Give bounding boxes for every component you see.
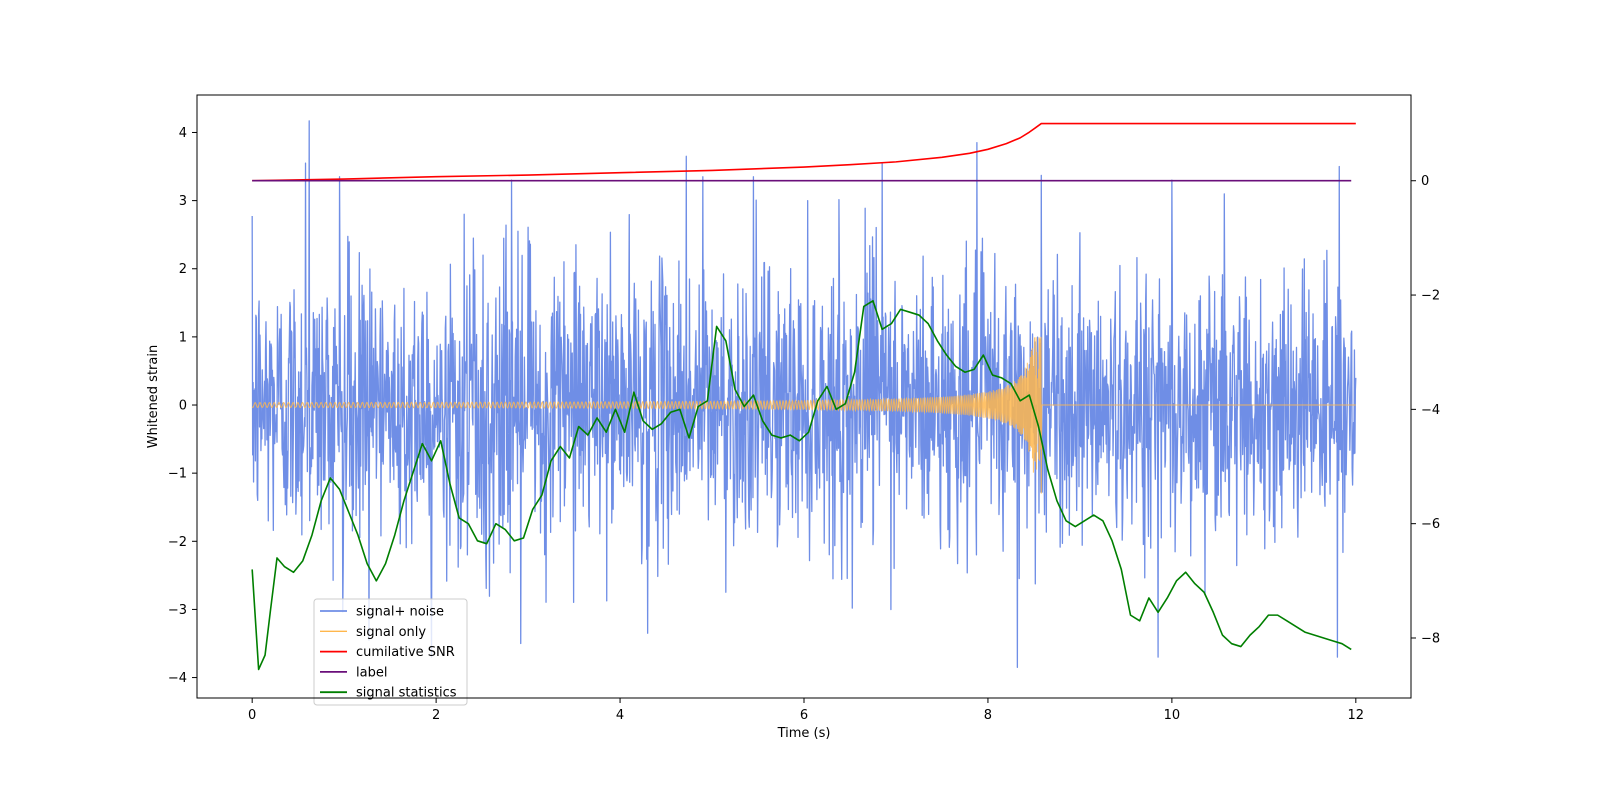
- legend-entry: signal only: [356, 625, 426, 640]
- series-signal-only: [251, 336, 1356, 494]
- y-tick-label: 2: [179, 262, 187, 277]
- x-tick-label: 4: [616, 708, 624, 723]
- legend-box: [313, 598, 468, 706]
- y-tick-label: −4: [168, 671, 187, 686]
- y2-tick-label: −2: [1421, 289, 1440, 304]
- legend-entry: signal+ noise: [356, 605, 444, 620]
- y-tick-label: 3: [179, 194, 187, 209]
- series-signal-statistics: [251, 299, 1352, 671]
- x-tick-label: 10: [1164, 708, 1181, 723]
- legend-entry: cumilative SNR: [356, 645, 455, 660]
- x-axis-label: Time (s): [777, 726, 831, 741]
- legend-entry: signal statistics: [356, 686, 457, 701]
- y-tick-label: −1: [168, 467, 187, 482]
- y2-tick-label: −8: [1421, 631, 1440, 646]
- y2-tick-label: 0: [1421, 174, 1429, 189]
- y-axis-left: −4 −3 −2 −1 0 1 2 3 4: [168, 126, 197, 686]
- y2-tick-label: −4: [1421, 403, 1440, 418]
- x-tick-label: 6: [800, 708, 808, 723]
- y-tick-label: 0: [179, 399, 187, 414]
- x-tick-label: 8: [984, 708, 992, 723]
- series-layer: [251, 120, 1357, 671]
- legend-entry: label: [356, 665, 387, 680]
- y-tick-label: −3: [168, 603, 187, 618]
- y-tick-label: −2: [168, 535, 187, 550]
- x-tick-label: 0: [248, 708, 256, 723]
- y-axis-right: −8 −6 −4 −2 0: [1411, 174, 1440, 646]
- y2-tick-label: −6: [1421, 517, 1440, 532]
- y-axis-label: Whitened strain: [146, 345, 161, 448]
- x-tick-label: 2: [432, 708, 440, 723]
- series-cumulative-snr: [252, 122, 1356, 182]
- y-tick-label: 1: [179, 330, 187, 345]
- x-axis: 0 2 4 6 8 10 12: [248, 698, 1364, 723]
- x-tick-label: 12: [1348, 708, 1365, 723]
- y-tick-label: 4: [179, 126, 187, 141]
- legend: signal+ noise signal only cumilative SNR la…: [313, 598, 468, 706]
